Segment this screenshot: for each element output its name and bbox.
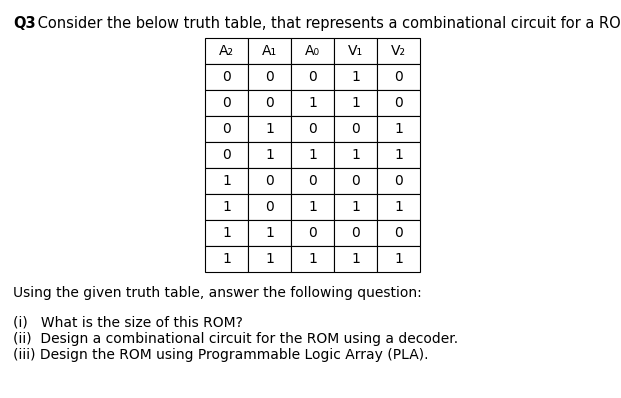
Text: 1: 1 (351, 148, 360, 162)
Text: 0: 0 (222, 148, 231, 162)
Text: 1: 1 (265, 148, 274, 162)
Text: Q3: Q3 (13, 16, 35, 31)
Bar (248, 142, 291, 168)
Bar (377, 142, 420, 168)
Text: 0: 0 (351, 122, 360, 136)
Text: 1: 1 (222, 226, 231, 240)
Bar (291, 194, 334, 220)
Bar (205, 38, 248, 64)
Text: 0: 0 (394, 96, 403, 110)
Text: 1: 1 (222, 200, 231, 214)
Text: 0: 0 (308, 226, 317, 240)
Text: 1: 1 (308, 148, 317, 162)
Bar (205, 194, 248, 220)
Bar (334, 220, 377, 246)
Bar (334, 64, 377, 90)
Text: 1: 1 (265, 226, 274, 240)
Bar (334, 142, 377, 168)
Bar (205, 64, 248, 90)
Bar (291, 90, 334, 116)
Bar (291, 38, 334, 64)
Text: A₂: A₂ (219, 44, 234, 58)
Text: V₂: V₂ (391, 44, 406, 58)
Text: 1: 1 (394, 122, 403, 136)
Text: 0: 0 (265, 70, 274, 84)
Text: 1: 1 (222, 252, 231, 266)
Bar (377, 220, 420, 246)
Text: 1: 1 (308, 96, 317, 110)
Text: 1: 1 (308, 252, 317, 266)
Text: 0: 0 (351, 226, 360, 240)
Text: 1: 1 (351, 70, 360, 84)
Text: (iii) Design the ROM using Programmable Logic Array (PLA).: (iii) Design the ROM using Programmable … (13, 348, 428, 362)
Text: 0: 0 (265, 200, 274, 214)
Bar (334, 246, 377, 272)
Bar (205, 246, 248, 272)
Bar (205, 220, 248, 246)
Bar (334, 38, 377, 64)
Bar (248, 168, 291, 194)
Text: 0: 0 (308, 174, 317, 188)
Text: 0: 0 (394, 226, 403, 240)
Bar (248, 246, 291, 272)
Text: 1: 1 (351, 96, 360, 110)
Bar (291, 142, 334, 168)
Text: 1: 1 (394, 252, 403, 266)
Text: 0: 0 (222, 122, 231, 136)
Bar (291, 116, 334, 142)
Bar (248, 38, 291, 64)
Text: 1: 1 (222, 174, 231, 188)
Bar (248, 220, 291, 246)
Bar (377, 64, 420, 90)
Bar (377, 116, 420, 142)
Bar (205, 90, 248, 116)
Bar (248, 64, 291, 90)
Text: 1: 1 (351, 252, 360, 266)
Bar (205, 142, 248, 168)
Bar (205, 116, 248, 142)
Text: (ii)  Design a combinational circuit for the ROM using a decoder.: (ii) Design a combinational circuit for … (13, 332, 458, 346)
Bar (377, 90, 420, 116)
Bar (334, 90, 377, 116)
Text: Consider the below truth table, that represents a combinational circuit for a RO: Consider the below truth table, that rep… (33, 16, 621, 31)
Text: A₀: A₀ (305, 44, 320, 58)
Bar (291, 220, 334, 246)
Text: 0: 0 (222, 96, 231, 110)
Text: 0: 0 (308, 122, 317, 136)
Bar (291, 64, 334, 90)
Text: 0: 0 (222, 70, 231, 84)
Bar (291, 168, 334, 194)
Bar (377, 38, 420, 64)
Bar (248, 194, 291, 220)
Bar (334, 168, 377, 194)
Text: V₁: V₁ (348, 44, 363, 58)
Text: 0: 0 (351, 174, 360, 188)
Text: 1: 1 (351, 200, 360, 214)
Bar (334, 116, 377, 142)
Text: 0: 0 (265, 96, 274, 110)
Text: 1: 1 (265, 252, 274, 266)
Text: 0: 0 (394, 174, 403, 188)
Bar (377, 194, 420, 220)
Text: A₁: A₁ (262, 44, 277, 58)
Bar (334, 194, 377, 220)
Text: 1: 1 (394, 148, 403, 162)
Text: 1: 1 (308, 200, 317, 214)
Bar (291, 246, 334, 272)
Bar (205, 168, 248, 194)
Bar (377, 246, 420, 272)
Text: 0: 0 (394, 70, 403, 84)
Text: 0: 0 (308, 70, 317, 84)
Bar (248, 90, 291, 116)
Text: 0: 0 (265, 174, 274, 188)
Text: (i)   What is the size of this ROM?: (i) What is the size of this ROM? (13, 316, 243, 330)
Text: 1: 1 (394, 200, 403, 214)
Bar (377, 168, 420, 194)
Text: Using the given truth table, answer the following question:: Using the given truth table, answer the … (13, 286, 422, 300)
Text: 1: 1 (265, 122, 274, 136)
Bar (248, 116, 291, 142)
